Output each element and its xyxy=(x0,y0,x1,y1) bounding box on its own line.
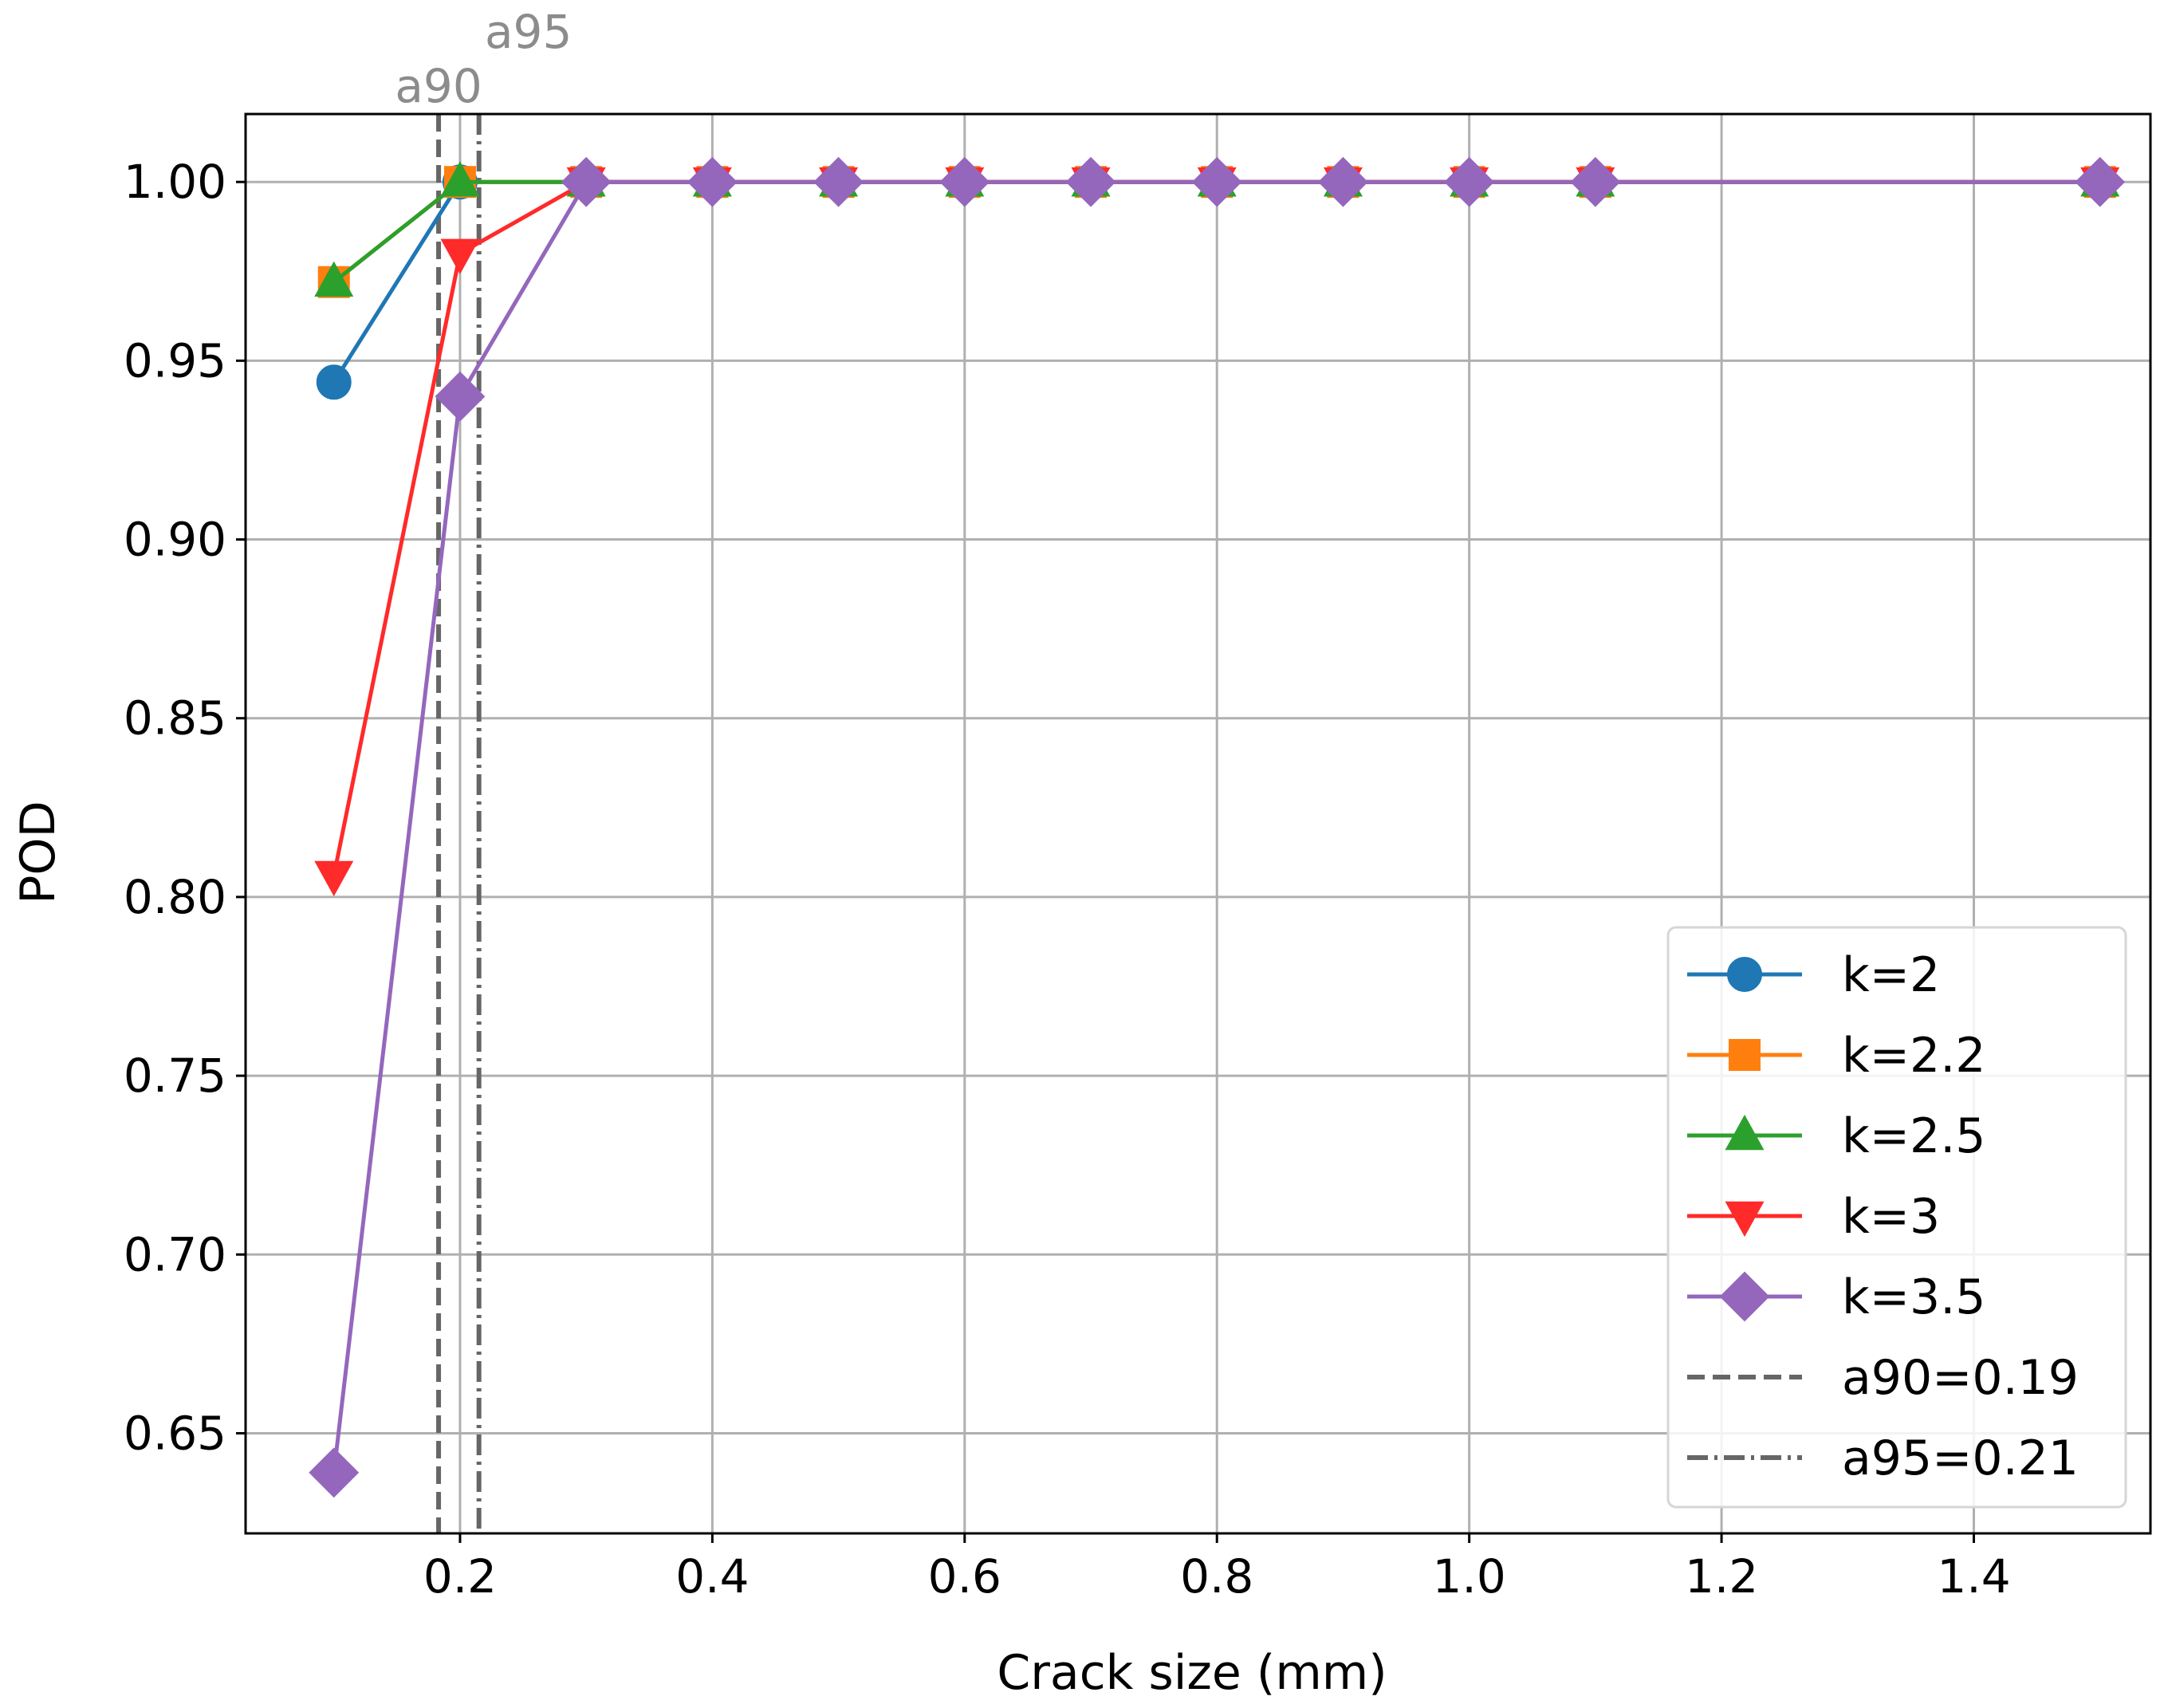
y-tick-label: 0.70 xyxy=(124,1227,226,1281)
y-tick-label: 1.00 xyxy=(124,155,226,209)
data-point xyxy=(1318,156,1368,207)
legend-entry: a90=0.19 xyxy=(1687,1350,2079,1406)
x-tick-label: 1.0 xyxy=(1433,1549,1506,1604)
y-tick-label: 0.80 xyxy=(124,870,226,924)
x-tick-label: 0.8 xyxy=(1180,1549,1253,1604)
data-point xyxy=(1444,156,1495,207)
legend-entry: k=3.5 xyxy=(1687,1269,1985,1325)
x-tick-label: 1.2 xyxy=(1685,1549,1758,1604)
legend-entry: k=2.5 xyxy=(1687,1108,1985,1164)
grid xyxy=(246,114,2150,1533)
annotation-a90: a90 xyxy=(395,59,482,113)
legend-box xyxy=(1666,926,2127,1509)
series-group xyxy=(309,156,2126,1498)
legend-entry: k=2.2 xyxy=(1687,1028,1985,1084)
axis-ticks: 0.2 0.4 0.6 0.8 1.0 1.2 1.4 0.65 0.70 0.75 0.80 0.8… xyxy=(124,155,2011,1604)
legend-marker xyxy=(1725,1201,1765,1238)
data-point xyxy=(2075,156,2126,207)
legend-marker xyxy=(1725,1114,1765,1151)
legend-label: k=2.5 xyxy=(1842,1108,1985,1164)
data-point xyxy=(939,156,990,207)
legend-label: k=2.2 xyxy=(1842,1028,1985,1084)
legend-entry: k=3 xyxy=(1687,1189,1940,1245)
y-tick-label: 0.75 xyxy=(124,1049,226,1103)
y-tick-label: 0.65 xyxy=(124,1406,226,1460)
data-point xyxy=(440,238,480,274)
legend-marker xyxy=(1719,1271,1770,1322)
data-point xyxy=(1191,156,1242,207)
legend-label: k=3.5 xyxy=(1842,1269,1985,1325)
data-point xyxy=(1570,156,1621,207)
plot-frame xyxy=(244,112,2152,1535)
x-tick-label: 1.4 xyxy=(1937,1549,2010,1604)
legend-label: k=3 xyxy=(1842,1189,1940,1245)
data-point xyxy=(561,156,612,207)
y-tick-label: 0.95 xyxy=(124,333,226,388)
legend-label: a95=0.21 xyxy=(1842,1431,2079,1486)
data-point xyxy=(316,364,352,400)
x-tick-label: 0.2 xyxy=(423,1549,497,1604)
data-point xyxy=(813,156,864,207)
x-tick-label: 0.6 xyxy=(928,1549,1001,1604)
data-point xyxy=(687,156,738,207)
y-tick-label: 0.85 xyxy=(124,691,226,746)
data-point xyxy=(440,161,480,197)
legend-marker xyxy=(1727,957,1762,992)
y-axis-label: POD xyxy=(10,801,66,904)
x-tick-label: 0.4 xyxy=(675,1549,749,1604)
legend-entry: a95=0.21 xyxy=(1687,1431,2079,1486)
legend: k=2 k=2.2 k=2.5 k=3 k=3.5 a90=0.19 a95=0.21 xyxy=(1666,926,2127,1509)
legend-label: k=2 xyxy=(1842,947,1940,1003)
data-point xyxy=(435,371,486,422)
data-point xyxy=(1065,156,1116,207)
y-tick-label: 0.90 xyxy=(124,513,226,567)
data-point xyxy=(314,261,354,297)
annotation-a95: a95 xyxy=(485,5,572,59)
legend-marker xyxy=(1729,1039,1761,1071)
legend-entry: k=2 xyxy=(1687,947,1940,1003)
data-point xyxy=(309,1447,360,1498)
data-point xyxy=(314,860,354,897)
series-k=3.5 xyxy=(309,156,2126,1498)
legend-label: a90=0.19 xyxy=(1842,1350,2079,1406)
x-axis-label: Crack size (mm) xyxy=(997,1645,1387,1701)
